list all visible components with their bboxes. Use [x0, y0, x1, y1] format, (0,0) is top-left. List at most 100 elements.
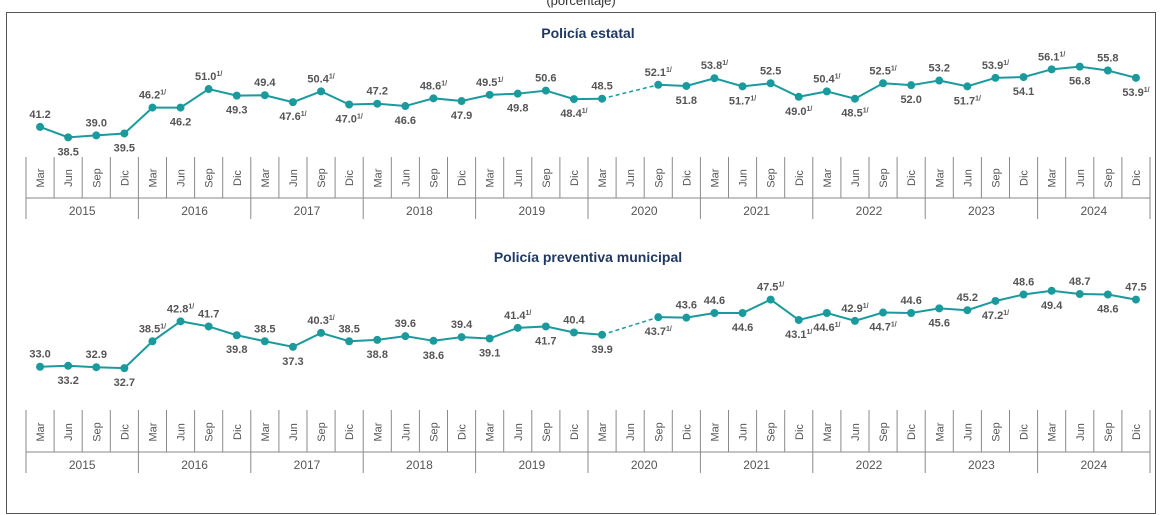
- data-point: [260, 91, 269, 100]
- data-label-footnote: 1/: [582, 108, 588, 115]
- data-point: [822, 87, 831, 96]
- data-label: 51.71/: [954, 95, 981, 107]
- data-point: [373, 335, 382, 344]
- quarter-tick-label: Dic: [232, 424, 244, 440]
- data-point: [176, 103, 185, 112]
- data-point: [963, 82, 972, 91]
- data-label: 38.5: [338, 323, 359, 335]
- data-point: [288, 342, 297, 351]
- data-label: 46.6: [395, 115, 416, 127]
- data-point: [1103, 66, 1112, 75]
- data-label: 50.6: [535, 73, 556, 85]
- data-point: [457, 97, 466, 106]
- year-tick-label: 2024: [1080, 458, 1107, 472]
- data-label: 41.41/: [504, 310, 531, 322]
- quarter-tick-label: Dic: [1019, 170, 1031, 186]
- quarter-tick-label: Jun: [962, 169, 974, 187]
- data-label: 55.8: [1097, 53, 1118, 65]
- quarter-tick-label: Sep: [91, 422, 103, 442]
- data-point: [598, 94, 607, 103]
- data-point: [794, 315, 803, 324]
- data-label-footnote: 1/: [666, 67, 672, 74]
- year-tick-label: 2019: [518, 204, 545, 218]
- data-point: [710, 309, 719, 318]
- data-label-footnote: 1/: [216, 71, 222, 78]
- data-label: 39.4: [451, 319, 473, 331]
- quarter-tick-label: Sep: [1103, 422, 1115, 442]
- data-point: [935, 304, 944, 313]
- quarter-tick-label: Sep: [878, 422, 890, 442]
- data-point: [148, 337, 157, 346]
- quarter-tick-label: Mar: [822, 422, 834, 441]
- data-point: [92, 363, 101, 372]
- quarter-tick-label: Sep: [878, 168, 890, 188]
- data-point: [682, 81, 691, 90]
- data-point: [907, 81, 916, 90]
- year-tick-label: 2016: [181, 204, 208, 218]
- data-label: 47.9: [451, 110, 472, 122]
- quarter-tick-label: Mar: [1047, 168, 1059, 187]
- quarter-tick-label: Mar: [934, 422, 946, 441]
- data-label-footnote: 1/: [301, 111, 307, 118]
- data-point: [401, 332, 410, 341]
- data-point: [401, 102, 410, 111]
- data-label-footnote: 1/: [329, 315, 335, 322]
- data-point: [204, 85, 213, 94]
- quarter-tick-label: Sep: [653, 422, 665, 442]
- data-label: 54.1: [1013, 86, 1034, 98]
- data-label-footnote: 1/: [1003, 60, 1009, 67]
- data-point: [288, 98, 297, 107]
- data-label-footnote: 1/: [891, 322, 897, 329]
- year-tick-label: 2020: [631, 204, 658, 218]
- data-point: [822, 309, 831, 318]
- data-point: [1047, 286, 1056, 295]
- data-label: 49.4: [254, 77, 276, 89]
- data-label-footnote: 1/: [441, 80, 447, 87]
- data-point: [963, 306, 972, 315]
- data-label: 44.61/: [813, 322, 840, 334]
- data-point: [850, 316, 859, 325]
- data-label-footnote: 1/: [160, 90, 166, 97]
- data-label: 39.9: [591, 344, 612, 356]
- data-label: 39.5: [114, 142, 135, 154]
- quarter-tick-label: Dic: [1019, 424, 1031, 440]
- data-label: 32.7: [114, 377, 135, 389]
- year-tick-label: 2017: [294, 204, 321, 218]
- data-label: 45.2: [957, 292, 978, 304]
- series-gap-line: [601, 316, 659, 336]
- quarter-tick-label: Jun: [738, 423, 750, 441]
- data-point: [317, 328, 326, 337]
- chart-caption: (porcentaje): [546, 0, 616, 8]
- data-point: [541, 86, 550, 95]
- data-point: [598, 330, 607, 339]
- data-point: [766, 295, 775, 304]
- data-point: [64, 133, 73, 142]
- data-point: [36, 362, 45, 371]
- data-label-footnote: 1/: [357, 114, 363, 121]
- year-tick-label: 2020: [631, 458, 658, 472]
- data-label: 47.2: [367, 86, 388, 98]
- quarter-tick-label: Jun: [513, 423, 525, 441]
- data-point: [204, 322, 213, 331]
- data-point: [879, 308, 888, 317]
- data-point: [317, 87, 326, 96]
- quarter-tick-label: Jun: [288, 423, 300, 441]
- quarter-tick-label: Mar: [485, 168, 497, 187]
- data-label-footnote: 1/: [750, 95, 756, 102]
- data-point: [64, 361, 73, 370]
- quarter-tick-label: Jun: [400, 169, 412, 187]
- quarter-tick-label: Jun: [176, 423, 188, 441]
- quarter-tick-label: Mar: [147, 168, 159, 187]
- data-label-footnote: 1/: [835, 322, 841, 329]
- year-tick-label: 2022: [856, 458, 883, 472]
- quarter-tick-label: Dic: [906, 424, 918, 440]
- data-label: 42.81/: [167, 303, 194, 315]
- data-label: 42.91/: [841, 303, 868, 315]
- data-label-footnote: 1/: [188, 303, 194, 310]
- data-label: 48.7: [1069, 276, 1090, 288]
- data-point: [148, 103, 157, 112]
- data-point: [738, 309, 747, 318]
- data-point: [457, 333, 466, 342]
- data-label: 56.11/: [1038, 51, 1065, 63]
- quarter-tick-label: Sep: [653, 168, 665, 188]
